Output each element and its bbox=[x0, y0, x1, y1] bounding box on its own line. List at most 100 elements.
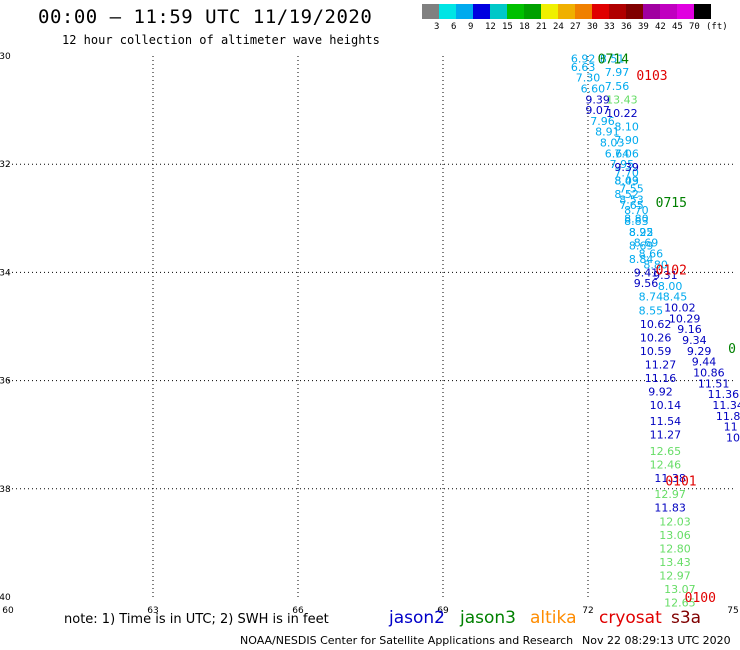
color-scale-tick: 9 bbox=[468, 22, 474, 32]
color-swatch bbox=[456, 4, 473, 19]
wave-height-point: 8.80 bbox=[643, 258, 668, 271]
wave-height-point: 11.27 bbox=[645, 358, 677, 371]
y-tick-label: -30 bbox=[0, 52, 11, 62]
wave-height-point: 7.96 bbox=[590, 115, 615, 128]
pass-time-label: 0714 bbox=[598, 53, 629, 68]
legend-s3a: s3a bbox=[671, 608, 702, 628]
wave-height-point: 9.39 bbox=[585, 93, 610, 106]
y-tick-label: -40 bbox=[0, 593, 11, 603]
wave-height-point: 8.03 bbox=[600, 137, 625, 150]
wave-height-point: 13.07 bbox=[664, 583, 696, 596]
chart-title: 00:00 – 11:59 UTC 11/19/2020 bbox=[38, 6, 373, 28]
wave-height-point: 8.52 bbox=[614, 188, 639, 201]
wave-height-point: 11 bbox=[724, 421, 738, 434]
color-scale-tick: 12 bbox=[485, 22, 496, 32]
wave-height-point: 11.54 bbox=[650, 415, 682, 428]
wave-height-point: 10.62 bbox=[640, 318, 672, 331]
wave-height-point: 10.22 bbox=[606, 107, 638, 120]
color-scale-tick: 27 bbox=[570, 22, 581, 32]
color-scale-tick: 18 bbox=[519, 22, 530, 32]
color-swatch bbox=[626, 4, 643, 19]
color-swatch bbox=[643, 4, 660, 19]
color-swatch bbox=[677, 4, 694, 19]
wave-height-point: 7.65 bbox=[619, 199, 644, 212]
wave-height-point: 9.56 bbox=[634, 277, 659, 290]
wave-height-point: 10.59 bbox=[640, 345, 672, 358]
wave-height-point: 10.86 bbox=[693, 366, 725, 379]
wave-height-point: 8.95 bbox=[629, 226, 654, 239]
x-tick-label: 60 bbox=[2, 606, 14, 616]
wave-height-point: 12.65 bbox=[650, 445, 682, 458]
color-scale-tick: 70 bbox=[689, 22, 700, 32]
wave-height-point: 8.70 bbox=[624, 204, 649, 217]
color-swatch bbox=[575, 4, 592, 19]
wave-height-point: 8.55 bbox=[639, 304, 664, 317]
color-scale-tick: 24 bbox=[553, 22, 564, 32]
wave-height-point: 7.55 bbox=[619, 183, 644, 196]
y-tick-label: -32 bbox=[0, 160, 11, 170]
y-tick-label: -36 bbox=[0, 377, 11, 387]
wave-height-point: 7.70 bbox=[614, 166, 639, 179]
color-scale-tick: 6 bbox=[451, 22, 457, 32]
wave-height-point: 7.97 bbox=[605, 66, 630, 79]
color-scale-tick: 30 bbox=[587, 22, 598, 32]
color-swatch bbox=[490, 4, 507, 19]
legend-altika: altika bbox=[530, 608, 577, 628]
color-scale-tick: 36 bbox=[621, 22, 632, 32]
wave-height-point: 10.29 bbox=[669, 312, 701, 325]
wave-height-point: 10.14 bbox=[650, 399, 682, 412]
pass-time-label: 0102 bbox=[656, 264, 687, 279]
wave-height-point: 9.16 bbox=[677, 323, 702, 336]
pass-time-label: 0 bbox=[728, 342, 736, 357]
wave-height-point: 8.00 bbox=[658, 280, 683, 293]
wave-height-point: 10 bbox=[726, 431, 740, 444]
wave-height-point: 7.90 bbox=[614, 134, 639, 147]
y-tick-label: -34 bbox=[0, 268, 11, 278]
color-scale-tick: 42 bbox=[655, 22, 666, 32]
legend-cryosat: cryosat bbox=[599, 608, 662, 628]
legend-jason2: jason2 bbox=[389, 608, 445, 628]
wave-height-point: 13.06 bbox=[659, 529, 691, 542]
color-swatch bbox=[694, 4, 711, 19]
wave-height-point: 6.60 bbox=[581, 82, 606, 95]
wave-height-point: 11.16 bbox=[645, 372, 677, 385]
pass-time-label: 0100 bbox=[685, 591, 716, 606]
wave-height-point: 9.39 bbox=[614, 161, 639, 174]
color-swatch bbox=[473, 4, 490, 19]
x-tick-label: 66 bbox=[292, 606, 304, 616]
color-swatch bbox=[660, 4, 677, 19]
wave-height-point: 8.22 bbox=[629, 226, 654, 239]
wave-height-point: 8.91 bbox=[595, 126, 620, 139]
wave-height-point: 9.44 bbox=[692, 356, 717, 369]
wave-height-point: 8.69 bbox=[634, 237, 659, 250]
color-scale-tick: 3 bbox=[434, 22, 440, 32]
wave-height-point: 8.74 bbox=[639, 291, 664, 304]
wave-height-point: 12.80 bbox=[659, 542, 691, 555]
footer-timestamp: Nov 22 08:29:13 UTC 2020 bbox=[582, 634, 731, 647]
color-scale-tick: 39 bbox=[638, 22, 649, 32]
color-scale-tick: 45 bbox=[672, 22, 683, 32]
color-scale-tick: 33 bbox=[604, 22, 615, 32]
wave-height-point: 7.06 bbox=[614, 147, 639, 160]
color-swatch bbox=[609, 4, 626, 19]
pass-time-label: 0103 bbox=[636, 69, 667, 84]
wave-height-point: 8.53 bbox=[619, 193, 644, 206]
wave-height-point: 9.41 bbox=[634, 266, 659, 279]
color-swatch bbox=[507, 4, 524, 19]
wave-height-point: 11.36 bbox=[708, 388, 740, 401]
units-note: note: 1) Time is in UTC; 2) SWH is in fe… bbox=[64, 612, 329, 627]
color-scale-tick: 15 bbox=[502, 22, 513, 32]
wave-height-point: 9.31 bbox=[653, 269, 678, 282]
wave-height-point: 13.43 bbox=[606, 93, 638, 106]
wave-height-point: 6.64 bbox=[605, 147, 630, 160]
wave-height-point: 8.83 bbox=[624, 215, 649, 228]
wave-height-point: 7.56 bbox=[605, 80, 630, 93]
wave-height-point: 8.69 bbox=[629, 239, 654, 252]
wave-height-point: 12.65 bbox=[664, 596, 696, 609]
color-swatch bbox=[541, 4, 558, 19]
color-swatch bbox=[558, 4, 575, 19]
wave-height-point: 12.97 bbox=[654, 488, 686, 501]
wave-height-point: 8.66 bbox=[639, 247, 664, 260]
wave-height-point: 8.10 bbox=[614, 120, 639, 133]
